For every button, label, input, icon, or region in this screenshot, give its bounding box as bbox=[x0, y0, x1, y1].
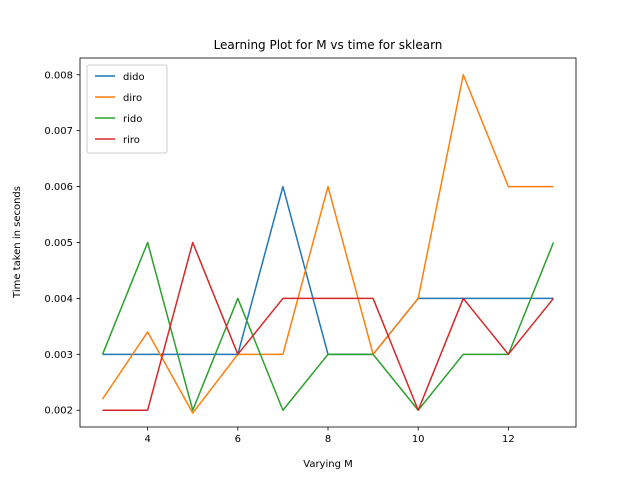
legend-label-riro: riro bbox=[123, 135, 140, 146]
legend-label-dido: dido bbox=[123, 72, 145, 83]
series-line-riro bbox=[102, 241, 555, 411]
x-tick-label: 10 bbox=[412, 434, 425, 445]
series-line-diro bbox=[101, 74, 554, 414]
y-tick-label: 0.006 bbox=[44, 182, 73, 193]
y-axis-label: Time taken in seconds bbox=[12, 186, 23, 299]
x-tick-label: 4 bbox=[144, 434, 150, 445]
plot-area: 4 6 8 10 12 0.002 0.003 0.004 0.005 0.006 0.007 0.0… bbox=[44, 57, 577, 445]
legend: dido diro rido riro bbox=[86, 64, 168, 154]
chart-title: Learning Plot for M vs time for sklearn bbox=[214, 38, 443, 52]
x-tick-label: 6 bbox=[235, 434, 241, 445]
y-tick-label: 0.007 bbox=[44, 126, 73, 137]
x-axis-label: Varying M bbox=[303, 459, 353, 470]
legend-label-rido: rido bbox=[123, 114, 142, 125]
y-tick-label: 0.003 bbox=[44, 350, 73, 361]
y-tick-label: 0.004 bbox=[44, 294, 73, 305]
y-tick-label: 0.002 bbox=[44, 406, 73, 417]
y-tick-label: 0.008 bbox=[44, 70, 73, 81]
x-tick-label: 12 bbox=[502, 434, 515, 445]
legend-box bbox=[86, 64, 168, 154]
x-tick-label: 8 bbox=[325, 434, 331, 445]
series-line-rido bbox=[101, 241, 555, 411]
legend-label-diro: diro bbox=[123, 93, 142, 104]
y-tick-label: 0.005 bbox=[44, 238, 73, 249]
